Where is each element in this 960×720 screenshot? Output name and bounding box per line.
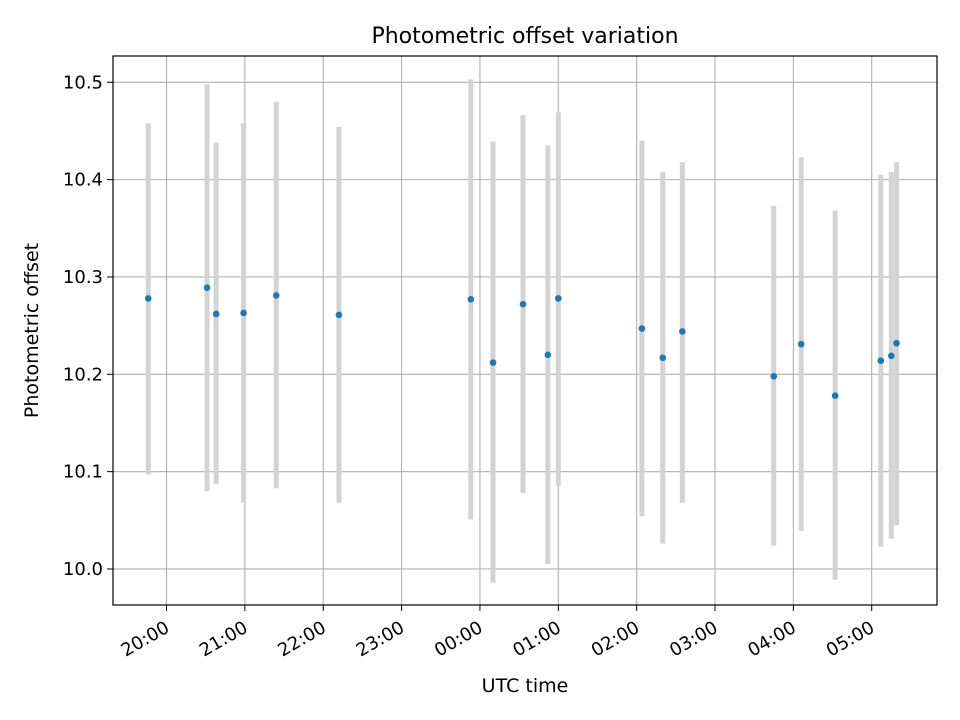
y-axis-ticks: 10.0 10.1 10.2 10.3 10.4 10.5 (63, 72, 113, 580)
x-tick-label: 21:00 (196, 617, 251, 661)
x-tick-label: 04:00 (744, 617, 799, 661)
data-point (335, 311, 343, 319)
x-tick-label: 03:00 (666, 617, 721, 661)
chart-title: Photometric offset variation (371, 24, 678, 49)
y-tick-label: 10.3 (63, 267, 103, 288)
data-point (797, 340, 805, 348)
data-point (770, 372, 778, 380)
data-point (554, 295, 562, 302)
y-tick-label: 10.0 (63, 559, 103, 580)
x-tick-label: 01:00 (509, 617, 564, 661)
data-point (240, 309, 247, 317)
x-tick-label: 02:00 (588, 617, 643, 661)
data-point (831, 392, 839, 400)
error-bars (145, 79, 900, 583)
y-tick-label: 10.4 (63, 170, 103, 191)
x-tick-label: 23:00 (353, 617, 408, 661)
y-tick-label: 10.1 (63, 462, 103, 483)
data-point (212, 310, 220, 318)
plot-frame (112, 55, 938, 606)
x-tick-label: 05:00 (823, 617, 878, 661)
data-point (638, 325, 646, 332)
y-tick-label: 10.5 (63, 72, 103, 93)
x-tick-label: 20:00 (118, 617, 173, 661)
data-points (144, 284, 900, 400)
data-point (544, 351, 552, 359)
x-tick-label: 00:00 (431, 617, 486, 661)
data-point (519, 300, 527, 308)
data-point (659, 354, 667, 362)
x-axis-ticks: 20:00 21:00 22:00 23:00 00:00 01:00 02:00 03:00… (118, 605, 878, 661)
data-point (489, 359, 497, 366)
data-point (887, 352, 895, 360)
x-axis-label: UTC time (482, 675, 569, 697)
y-axis-label: Photometric offset (21, 243, 43, 418)
data-point (467, 296, 475, 303)
data-point (893, 339, 900, 347)
y-tick-label: 10.2 (63, 364, 103, 385)
x-tick-label: 22:00 (274, 617, 329, 661)
data-point (272, 292, 280, 299)
data-point (877, 357, 885, 364)
data-point (679, 328, 686, 335)
data-point (203, 284, 211, 291)
data-point (144, 295, 152, 302)
